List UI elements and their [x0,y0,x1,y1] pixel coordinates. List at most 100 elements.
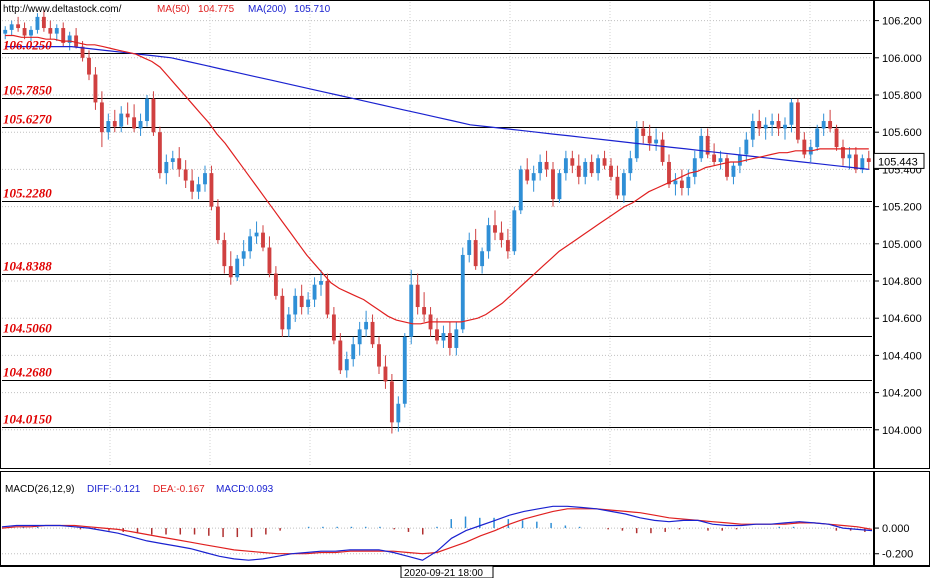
candle-body [615,176,620,196]
candle-body [783,124,787,129]
candle-bull [306,292,311,315]
candle-bear [215,199,220,244]
level-label: 104.0150 [3,412,52,427]
candle-body [338,340,343,371]
candle-bear [383,355,388,389]
candle-body [415,284,420,308]
candle-body [112,121,117,127]
candle-bull [235,254,240,281]
candle-bear [93,67,98,110]
candle-body [770,121,775,125]
candle-bull [737,147,742,174]
candle-body [190,180,195,192]
candle-body [493,225,497,233]
macd-axis [874,471,930,566]
ma50-legend-value: 104.775 [198,4,235,15]
candle-bull [531,165,536,192]
candle-bull [563,150,568,181]
candle-body [718,158,723,162]
price-tick-label: 105.200 [882,202,922,214]
candle-bull [35,13,40,34]
source-url: http://www.deltastock.com/ [3,4,122,15]
candle-body [795,102,800,140]
candle-bull [628,150,633,181]
candle-body [660,139,665,162]
candle-body [744,139,749,155]
candle-bull [441,325,446,348]
candle-body [228,266,233,278]
candle-body [170,158,175,162]
price-tick-label: 106.000 [882,53,922,65]
time-label-box [400,565,494,578]
candle-body [299,295,304,308]
candle-body [557,173,562,200]
price-tick-label: 106.200 [882,16,922,28]
candle-bull [164,154,169,185]
candle-body [441,333,446,341]
candle-body [157,132,162,174]
candle-body [467,240,472,255]
time-label: 2020-09-21 18:00 [404,568,483,578]
candle-body [306,299,311,308]
candle-body [621,173,626,196]
candle-bear [570,150,575,174]
candle-bear [273,266,278,300]
candle-bear [151,91,156,136]
candle-body [563,158,568,174]
candle-body [596,158,601,174]
candle-bear [802,132,807,159]
candle-body [789,102,794,125]
candle-bull [744,132,749,162]
candle-body [737,154,742,166]
candle-bear [177,147,182,177]
candle-body [389,381,394,423]
candle-body [667,161,671,185]
candle-body [763,124,768,129]
candle-body [654,139,659,144]
candle-bull [319,269,323,296]
current-price-label: 105.443 [878,156,918,168]
candle-body [138,121,143,129]
candle-bull [763,117,768,140]
candle-body [757,121,762,129]
candle-body [344,359,349,371]
level-label: 104.5060 [3,321,52,336]
candle-bull [460,247,465,334]
candle-body [847,154,852,159]
candle-bear [157,126,162,179]
candle-bull [364,310,369,337]
diff-line [1,505,873,561]
candle-body [525,169,530,181]
candle-bull [203,165,207,192]
candle-body [377,344,381,367]
candle-body [248,236,253,252]
candle-bull [673,173,678,196]
candle-body [80,46,85,58]
candle-bear [435,318,439,345]
candle-bull [9,20,14,36]
candle-bull [170,150,175,170]
candle-bear [473,228,478,270]
candle-bull [241,240,246,267]
level-label: 106.0250 [3,38,52,53]
candle-bear [87,50,91,81]
candle-body [273,273,278,296]
candle-body [319,281,323,285]
candle-body [99,102,104,133]
candle-bull [467,232,472,263]
candle-bull [583,158,588,185]
candle-body [512,210,517,252]
candle-body [125,113,130,118]
candle-bear [776,113,781,136]
candle-bear [209,165,214,211]
price-tick-label: 104.400 [882,350,922,362]
candle-bear [41,9,46,32]
candle-bull [692,150,697,185]
candle-bear [331,307,336,345]
candle-body [351,344,356,360]
candle-bull [654,128,659,151]
candle-body [196,184,201,192]
candle-body [544,161,549,170]
candle-body [325,281,330,315]
